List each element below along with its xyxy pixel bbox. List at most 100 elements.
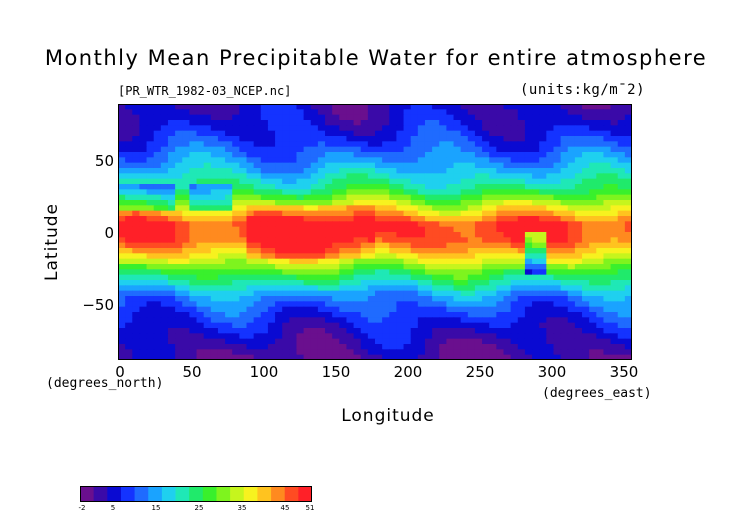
heatmap-cell <box>532 205 540 212</box>
heatmap-cell <box>203 178 212 185</box>
heatmap-cell <box>175 354 183 360</box>
heatmap-cell <box>189 328 198 334</box>
heatmap-cell <box>125 338 133 345</box>
heatmap-cell <box>532 333 540 340</box>
heatmap-cell <box>496 317 505 324</box>
heatmap-cell <box>524 146 533 153</box>
heatmap-cell <box>189 338 198 345</box>
heatmap-cell <box>182 136 190 142</box>
heatmap-cell <box>267 130 276 137</box>
heatmap-cell <box>624 157 632 164</box>
heatmap-cell <box>118 317 126 324</box>
heatmap-cell <box>517 210 526 217</box>
colorbar-swatch <box>271 486 286 502</box>
heatmap-cell <box>396 104 405 110</box>
heatmap-cell <box>210 264 219 270</box>
heatmap-cell <box>282 296 290 302</box>
heatmap-cell <box>167 120 176 126</box>
heatmap-cell <box>160 354 169 360</box>
heatmap-cell <box>353 168 362 174</box>
heatmap-cell <box>603 226 612 233</box>
heatmap-cell <box>253 210 262 217</box>
heatmap-cell <box>246 200 255 206</box>
heatmap-cell <box>225 317 233 324</box>
heatmap-cell <box>375 344 383 350</box>
heatmap-cell <box>603 168 612 174</box>
heatmap-cell <box>524 226 533 233</box>
heatmap-cell <box>332 136 340 142</box>
heatmap-cell <box>496 184 505 190</box>
heatmap-cell <box>553 210 562 217</box>
heatmap-cell <box>553 114 562 121</box>
heatmap-cell <box>532 152 540 158</box>
heatmap-cell <box>453 301 462 308</box>
heatmap-cell <box>510 216 519 222</box>
heatmap-cell <box>503 141 512 148</box>
heatmap-cell <box>203 104 212 110</box>
heatmap-cell <box>339 152 348 158</box>
heatmap-cell <box>239 200 248 206</box>
y-tick-label-minus-50: −50 <box>82 296 114 314</box>
heatmap-cell <box>596 226 605 233</box>
heatmap-cell <box>489 125 497 132</box>
heatmap-cell <box>439 344 447 350</box>
heatmap-cell <box>432 232 440 238</box>
heatmap-cell <box>153 312 162 318</box>
heatmap-cell <box>432 274 440 281</box>
heatmap-cell <box>524 216 533 222</box>
x-tick-label-100: 100 <box>249 363 279 381</box>
heatmap-cell <box>253 306 262 313</box>
heatmap-cell <box>389 216 398 222</box>
heatmap-cell <box>146 258 155 265</box>
heatmap-cell <box>460 221 469 228</box>
heatmap-cell <box>503 146 512 153</box>
heatmap-cell <box>275 216 283 222</box>
heatmap-cell <box>610 344 619 350</box>
heatmap-cell <box>532 269 540 276</box>
heatmap-cell <box>153 322 162 329</box>
heatmap-cell <box>553 349 562 356</box>
heatmap-cell <box>246 248 255 254</box>
heatmap-cell <box>367 322 376 329</box>
heatmap-cell <box>217 344 226 350</box>
heatmap-cell <box>546 125 555 132</box>
heatmap-cell <box>389 162 398 169</box>
heatmap-cell <box>275 328 283 334</box>
heatmap-cell <box>482 296 490 302</box>
heatmap-cell <box>339 200 348 206</box>
heatmap-cell <box>210 189 219 196</box>
heatmap-cell <box>375 136 383 142</box>
heatmap-cell <box>539 104 547 110</box>
heatmap-cell <box>396 333 405 340</box>
heatmap-cell <box>310 237 319 244</box>
heatmap-cell <box>289 232 298 238</box>
heatmap-cell <box>182 349 190 356</box>
heatmap-cell <box>225 125 233 132</box>
heatmap-cell <box>367 210 376 217</box>
heatmap-cell <box>596 146 605 153</box>
heatmap-cell <box>424 312 433 318</box>
heatmap-cell <box>260 168 269 174</box>
heatmap-cell <box>275 226 283 233</box>
heatmap-cell <box>210 328 219 334</box>
heatmap-cell <box>153 232 162 238</box>
heatmap-cell <box>617 280 626 286</box>
heatmap-cell <box>289 210 298 217</box>
heatmap-cell <box>275 344 283 350</box>
heatmap-cell <box>167 338 176 345</box>
heatmap-cell <box>596 248 605 254</box>
heatmap-cell <box>375 157 383 164</box>
heatmap-cell <box>417 221 426 228</box>
heatmap-cell <box>160 264 169 270</box>
heatmap-cell <box>160 258 169 265</box>
heatmap-cell <box>474 152 483 158</box>
heatmap-cell <box>132 136 141 142</box>
heatmap-cell <box>118 173 126 180</box>
heatmap-cell <box>517 290 526 297</box>
heatmap-cell <box>289 349 298 356</box>
heatmap-cell <box>282 322 290 329</box>
heatmap-cell <box>167 221 176 228</box>
heatmap-cell <box>382 317 390 324</box>
heatmap-cell <box>467 210 476 217</box>
heatmap-cell <box>467 312 476 318</box>
